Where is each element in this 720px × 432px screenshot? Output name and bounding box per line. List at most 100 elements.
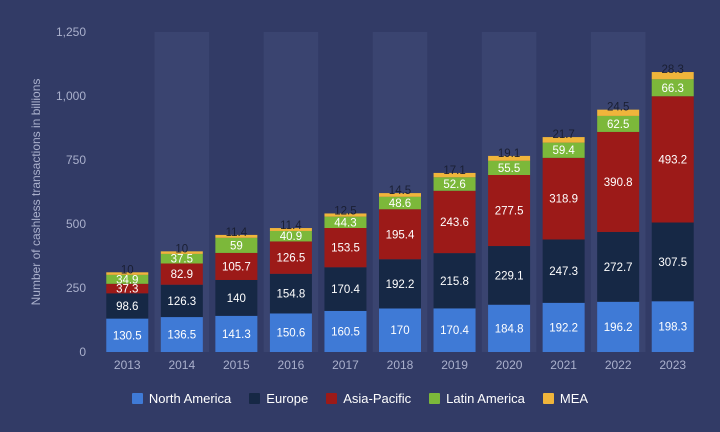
data-label: 66.3 <box>662 83 684 95</box>
legend-item[interactable]: North America <box>131 391 232 406</box>
data-label: 192.2 <box>386 279 415 291</box>
bar-stack-2013: 130.5 98.6 37.334.910 <box>106 264 149 352</box>
bar-segment <box>215 315 258 352</box>
data-label: 243.6 <box>440 217 469 229</box>
bar-segment <box>597 231 640 302</box>
bar-segment <box>160 253 203 264</box>
bar-segment <box>379 259 421 309</box>
bar-segment <box>488 304 531 352</box>
bar-segment <box>215 252 258 280</box>
bar-segment <box>488 155 531 161</box>
legend-item[interactable]: Europe <box>249 391 308 406</box>
data-label: 59.4 <box>552 145 575 157</box>
x-tick-label: 2022 <box>605 358 632 372</box>
legend-label: Europe <box>266 391 309 406</box>
bars: 130.598.637.334.910136.5126.382.937.5101… <box>106 64 694 352</box>
x-tick-label: 2018 <box>387 358 414 372</box>
x-tick-label: 2016 <box>278 358 305 372</box>
y-tick-label: 1,250 <box>56 25 86 39</box>
legend-item[interactable]: MEA <box>542 391 589 406</box>
bar-segment <box>542 157 585 240</box>
bar-stack-2014: 136.5 126.3 82.9 37.510 <box>160 243 203 352</box>
bar-segment <box>433 177 476 191</box>
legend-swatch <box>249 393 261 404</box>
bar-segment <box>269 273 312 314</box>
bar-stack-2019: 170.4 215.8 243.6 52.6 17.1 <box>433 165 476 352</box>
bar-segment <box>651 301 694 352</box>
legend-label: North America <box>148 391 232 406</box>
data-label: 44.3 <box>334 217 356 229</box>
data-label: 136.5 <box>167 330 196 342</box>
x-tick-label: 2023 <box>659 358 686 372</box>
data-label: 98.6 <box>116 301 138 313</box>
data-label: 37.5 <box>171 254 193 266</box>
bar-segment <box>651 72 694 80</box>
bar-segment <box>106 272 149 275</box>
data-label: 14.5 <box>389 185 411 197</box>
data-label: 196.2 <box>604 322 633 334</box>
data-label: 307.5 <box>658 257 687 269</box>
legend-swatch <box>429 393 441 404</box>
data-label: 55.5 <box>498 163 520 175</box>
data-label: 184.8 <box>495 323 524 335</box>
data-label: 62.5 <box>607 119 629 131</box>
x-tick-label: 2017 <box>332 358 359 372</box>
data-label: 82.9 <box>171 269 193 281</box>
bar-segment <box>433 172 476 178</box>
legend-swatch <box>131 393 143 404</box>
data-label: 150.6 <box>277 328 306 340</box>
x-tick-label: 2015 <box>223 358 250 372</box>
bar-segment <box>542 302 585 352</box>
bar-segment <box>324 310 367 352</box>
bar-stack-2016: 150.6 154.8 126.5 40.911.4 <box>269 220 312 352</box>
data-label: 34.9 <box>116 274 138 286</box>
bar-segment <box>433 308 476 352</box>
data-label: 170.4 <box>331 284 360 296</box>
legend-item[interactable]: Asia-Pacific <box>326 391 411 406</box>
bar-segment <box>106 274 149 284</box>
legend-label: MEA <box>559 391 589 406</box>
bar-segment <box>542 239 585 303</box>
x-tick-label: 2014 <box>168 358 195 372</box>
bar-stack-2018: 170 192.2 195.4 48.614.5 <box>379 185 421 352</box>
bar-segment <box>160 263 203 285</box>
bar-segment <box>651 79 694 97</box>
data-label: 40.9 <box>280 231 302 243</box>
bar-segment <box>597 109 640 116</box>
bar-segment <box>269 241 312 274</box>
data-label: 390.8 <box>604 177 633 189</box>
data-label: 140 <box>227 293 246 305</box>
data-label: 28.3 <box>662 64 684 76</box>
data-label: 11.4 <box>226 227 248 239</box>
y-tick-label: 1,000 <box>56 89 86 103</box>
legend-swatch <box>542 393 554 404</box>
legend: North America Europe Asia-Pacific Latin Ame… <box>0 391 720 406</box>
bar-stack-2017: 160.5 170.4 153.5 44.312.5 <box>324 205 367 352</box>
bar-segment <box>651 222 694 302</box>
data-label: 153.5 <box>331 243 360 255</box>
data-label: 11.4 <box>280 220 302 232</box>
bar-segment <box>215 234 258 238</box>
bar-segment <box>597 115 640 132</box>
data-label: 105.7 <box>222 261 251 273</box>
bar-segment <box>433 253 476 309</box>
bar-segment <box>597 301 640 352</box>
bar-segment <box>488 175 531 247</box>
x-tick-label: 2021 <box>550 358 577 372</box>
bar-segment <box>160 317 203 352</box>
y-axis: 0 250 500 750 1,000 1,250 <box>56 25 86 359</box>
data-label: 154.8 <box>277 289 306 301</box>
data-label: 229.1 <box>495 270 524 282</box>
data-label: 170 <box>390 325 409 337</box>
data-label: 198.3 <box>658 322 687 334</box>
bar-segment <box>651 96 694 223</box>
legend-item[interactable]: Latin America <box>429 391 525 406</box>
bar-segment <box>324 267 367 311</box>
data-label: 493.2 <box>658 154 687 166</box>
bar-stack-2022: 196.2 272.7 390.8 62.5 24.5 <box>597 102 640 352</box>
bar-segment <box>160 284 203 318</box>
y-tick-label: 500 <box>66 217 86 231</box>
bar-segment <box>433 190 476 254</box>
